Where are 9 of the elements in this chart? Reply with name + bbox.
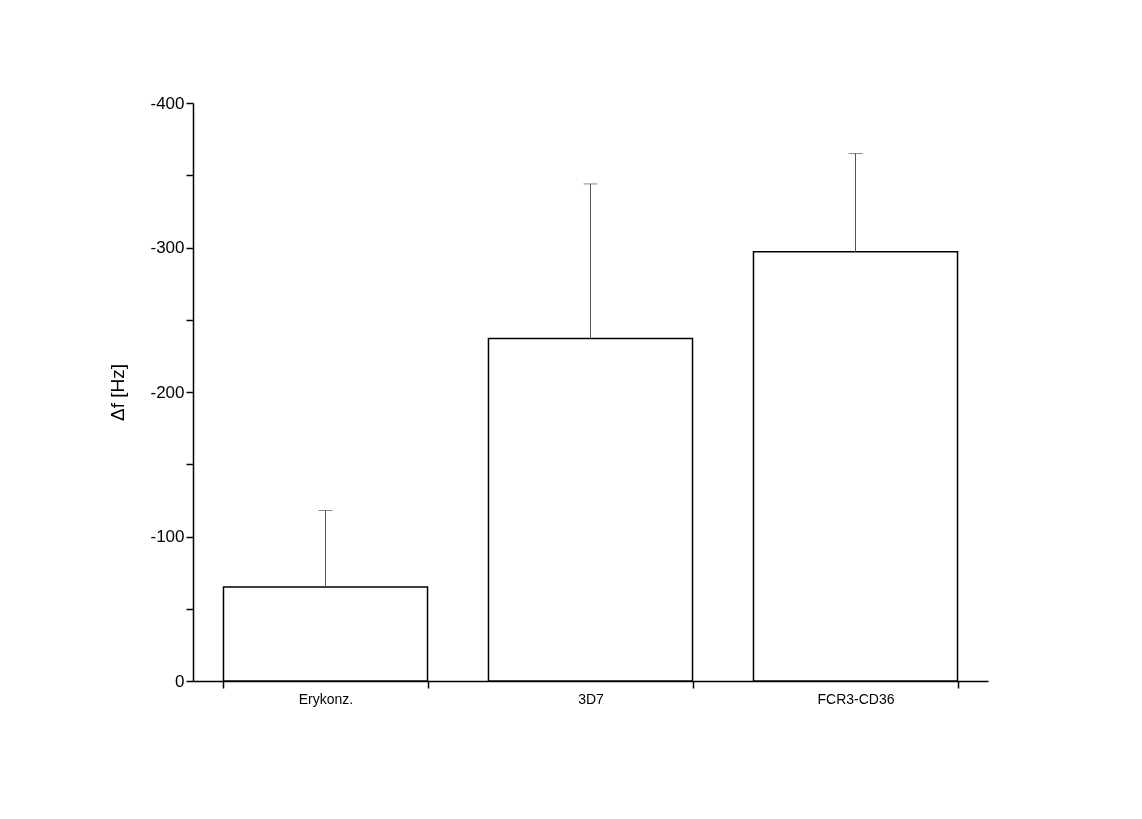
y-axis-title: Δf [Hz]	[107, 363, 129, 422]
y-tick-label: -100	[150, 527, 185, 546]
x-tick-label: 3D7	[578, 690, 605, 707]
x-tick-label: Erykonz.	[298, 690, 354, 707]
y-tick-label: -300	[150, 238, 185, 257]
y-tick-label: -200	[150, 382, 185, 402]
x-tick-label: FCR3-CD36	[817, 690, 895, 707]
y-tick-label: 0	[175, 671, 185, 691]
y-tick-label: -400	[150, 93, 185, 113]
